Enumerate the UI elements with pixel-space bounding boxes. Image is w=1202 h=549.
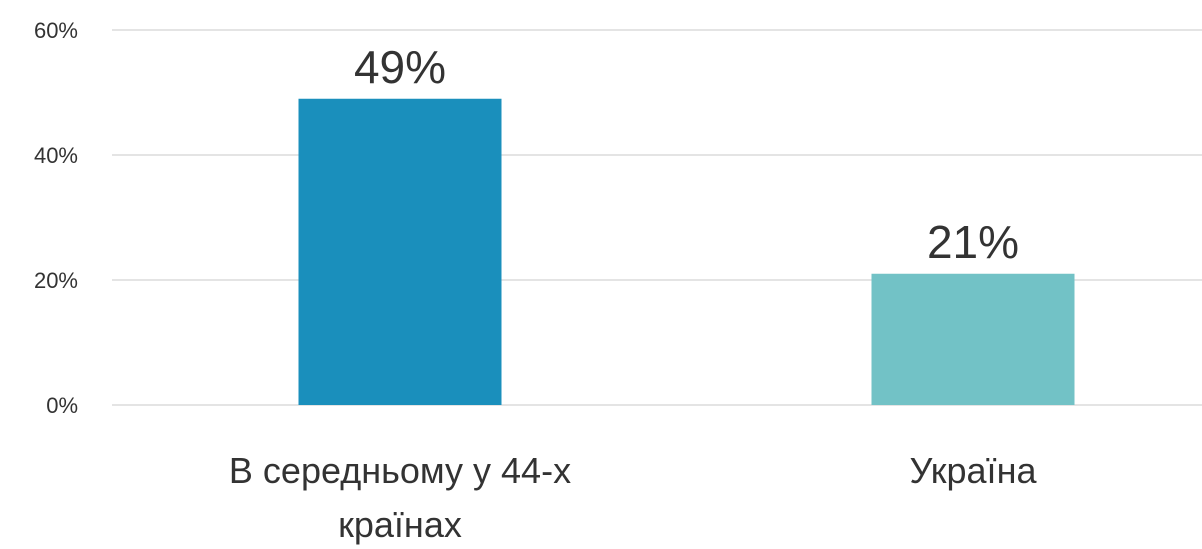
category-label: країнах [338, 504, 462, 545]
category-label: В середньому у 44-х [229, 450, 571, 491]
data-label: 49% [354, 41, 446, 93]
bar [298, 98, 502, 405]
category-label: Україна [910, 450, 1038, 491]
data-label: 21% [927, 216, 1019, 268]
y-axis-ticks: 0% 20% 40% 60% [34, 18, 78, 418]
y-tick-label: 20% [34, 268, 78, 293]
bar [871, 273, 1075, 405]
y-tick-label: 40% [34, 143, 78, 168]
bars [298, 98, 1075, 405]
y-tick-label: 60% [34, 18, 78, 43]
data-labels: 49% 21% [354, 41, 1019, 268]
y-tick-label: 0% [46, 393, 78, 418]
category-labels: В середньому у 44-х країнах Україна [229, 450, 1038, 545]
